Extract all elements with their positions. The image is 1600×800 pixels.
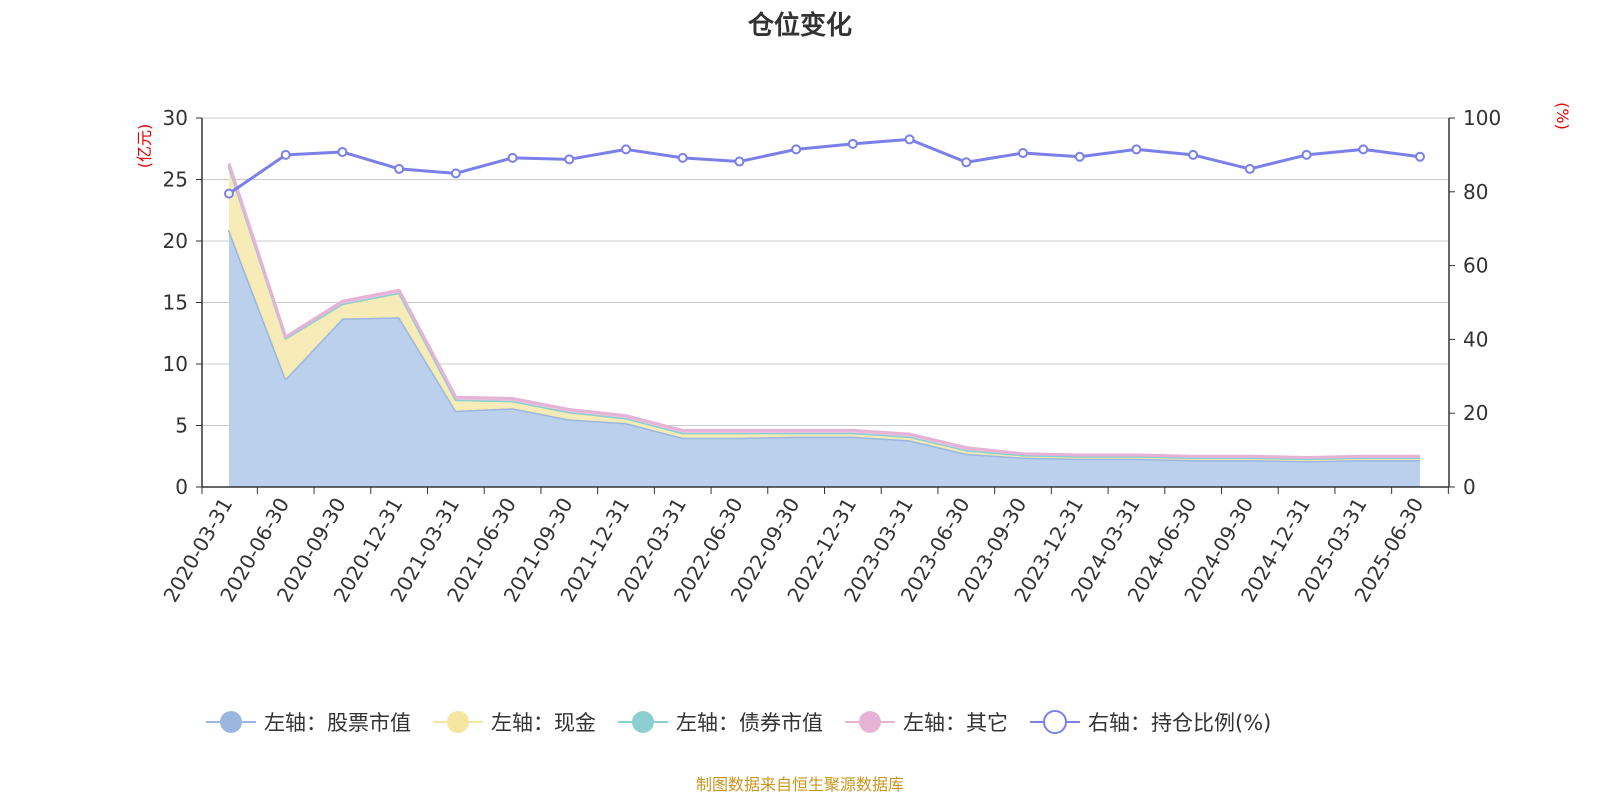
- legend-marker-左轴：股票市值: [220, 711, 242, 733]
- legend-label-左轴：现金: 左轴：现金: [491, 711, 596, 735]
- ratio-point: [847, 138, 858, 149]
- ratio-point: [450, 168, 461, 179]
- ratio-point: [904, 134, 915, 145]
- right-axis-tick-label: 20: [1463, 401, 1488, 425]
- ratio-point: [1131, 144, 1142, 155]
- area-line-左轴：其它: [227, 163, 1420, 459]
- right-axis-tick-label: 100: [1463, 106, 1501, 130]
- area-左轴：股票市值: [229, 229, 1420, 487]
- ratio-point: [961, 157, 972, 168]
- legend-label-左轴：债券市值: 左轴：债券市值: [676, 711, 823, 735]
- left-axis-tick-label: 20: [163, 229, 188, 253]
- left-axis-tick-label: 10: [163, 352, 188, 376]
- legend-marker-左轴：其它: [859, 711, 881, 733]
- ratio-point: [564, 154, 575, 165]
- left-axis-tick-label: 5: [175, 414, 188, 438]
- ratio-point: [507, 152, 518, 163]
- ratio-point: [621, 144, 631, 155]
- left-axis-tick-label: 30: [163, 106, 188, 130]
- right-axis-unit: (%): [1553, 102, 1572, 130]
- legend-marker-右轴：持仓比例(%): [1043, 710, 1067, 734]
- right-axis-tick-label: 80: [1463, 180, 1488, 204]
- ratio-point: [1301, 149, 1312, 160]
- right-axis-tick-label: 0: [1463, 475, 1476, 499]
- legend-marker-左轴：债券市值: [632, 711, 654, 733]
- ratio-point: [1018, 148, 1028, 159]
- right-axis-tick-label: 40: [1463, 327, 1488, 351]
- ratio-point: [1074, 151, 1085, 162]
- stacked-areas: [227, 163, 1420, 487]
- ratio-point: [1415, 151, 1425, 162]
- ratio-line: [228, 137, 1421, 195]
- ratio-point: [394, 163, 405, 174]
- ratio-point: [734, 156, 745, 167]
- ratio-point: [1244, 163, 1255, 174]
- holding-ratio-line: [224, 134, 1425, 199]
- ratio-point: [1358, 144, 1369, 155]
- left-axis-tick-label: 0: [175, 475, 188, 499]
- chart-title: 仓位变化: [747, 10, 852, 41]
- ratio-point: [337, 146, 348, 157]
- ratio-point: [280, 149, 291, 160]
- legend-label-左轴：股票市值: 左轴：股票市值: [264, 711, 411, 735]
- legend-marker-左轴：现金: [447, 711, 469, 733]
- left-axis-tick-label: 25: [163, 168, 188, 192]
- legend: 左轴：股票市值 左轴：现金 左轴：债券市值 左轴：其它 右轴：持仓比例(%): [206, 710, 1271, 735]
- ratio-point: [791, 144, 802, 155]
- ratio-point: [1188, 149, 1199, 160]
- legend-label-右轴：持仓比例(%): 右轴：持仓比例(%): [1088, 711, 1271, 735]
- right-axis-tick-label: 60: [1463, 254, 1488, 278]
- legend-label-左轴：其它: 左轴：其它: [903, 711, 1008, 735]
- data-source: 制图数据来自恒生聚源数据库: [696, 775, 904, 794]
- left-axis-tick-label: 15: [163, 291, 188, 315]
- left-axis-unit: (亿元): [135, 124, 154, 169]
- ratio-point: [224, 188, 234, 199]
- ratio-point: [677, 152, 688, 163]
